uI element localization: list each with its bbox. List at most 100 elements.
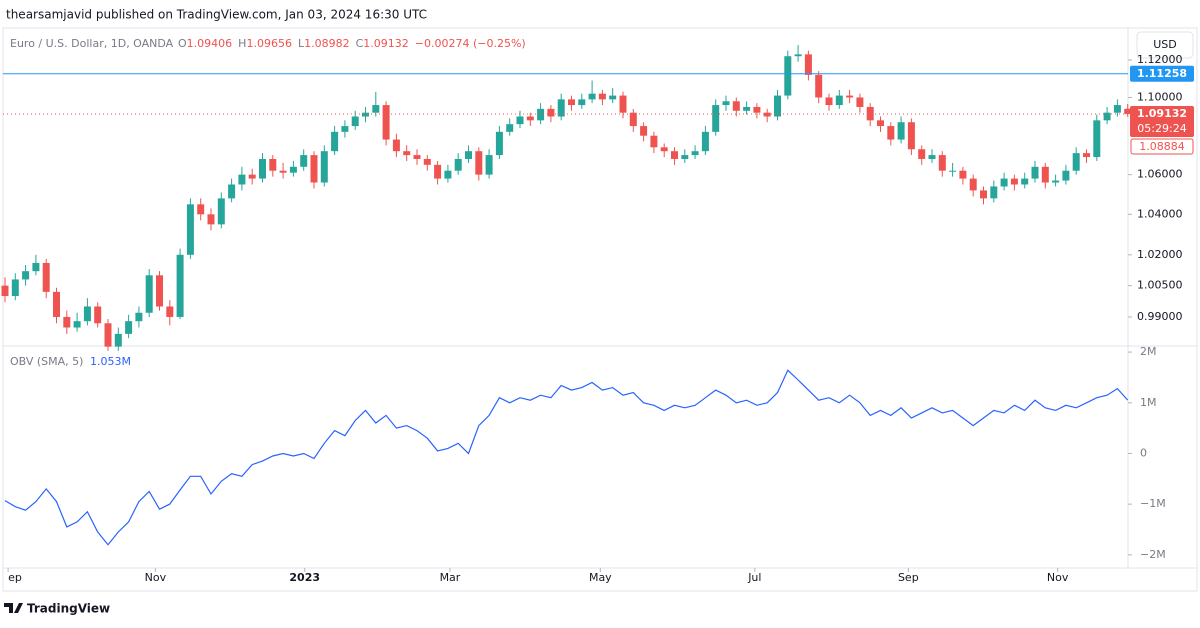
obv-tick-label: −1M [1140,497,1166,510]
candle-body [485,155,493,175]
candle-body [176,254,184,317]
candle-body [660,147,668,152]
y-tick-label: 1.06000 [1137,168,1183,181]
candle-body [341,126,349,132]
price-label: 1.09132 [1137,107,1187,120]
marker-label: 1.08884 [1139,140,1185,153]
candle-body [537,108,545,121]
candle-body [423,158,431,165]
candle-body [547,108,555,117]
ohlc-letter: O [178,37,187,50]
ohlc-value: 1.08982 [304,37,350,50]
brand-name: TradingView [27,602,110,616]
legend: Euro / U.S. Dollar, 1D, OANDA O 1.09406 H 1… [10,37,526,50]
x-tick-label: Nov [1047,571,1069,584]
candle-body [1,285,9,297]
candle-body [877,120,884,127]
candle-body [619,95,627,113]
candle-body [413,155,421,159]
y-tick-label: 1.02000 [1137,248,1183,261]
candle-body [928,155,936,159]
candle-body [1041,166,1049,183]
candle-body [1124,108,1132,114]
ohlc-letter: H [238,37,246,50]
change-value: −0.00274 (−0.25%) [415,37,526,50]
candle-body [454,158,462,171]
candle-body [382,105,390,140]
candle-body [568,99,575,106]
currency-label: USD [1153,38,1177,51]
price-label-bg [1130,105,1194,137]
x-tick-label: Sep [898,571,919,584]
candle-body [269,158,277,171]
candle-body [588,93,596,100]
candle-body [856,97,864,107]
candle-body [1083,153,1090,158]
candle-body [73,321,81,328]
x-tick-label: May [589,571,612,584]
candle-body [918,149,926,159]
candle-body [774,95,781,117]
candle-body [1062,170,1070,181]
candle-body [238,174,246,185]
candle-body [11,279,19,297]
candle-body [94,306,102,324]
currency-button[interactable] [1136,31,1194,59]
candle-body [217,198,225,225]
obv-tick-label: 0 [1140,446,1147,459]
candle-body [835,95,843,106]
candle-body [1103,112,1111,121]
candle-body [691,151,699,156]
candle-body [712,105,720,132]
candle-body [578,99,586,106]
candle-body [804,54,812,75]
candle-body [63,316,71,328]
hline-label-bg [1130,65,1194,82]
candle-body [279,170,287,173]
candle-body [753,106,761,113]
candle-body [650,135,658,148]
candle-body [248,174,256,179]
obv-tick-label: 1M [1140,396,1157,409]
candle-body [938,155,946,171]
candle-body [526,116,534,121]
candle-body [1000,178,1008,187]
y-tick-label: 0.99000 [1137,310,1183,323]
candle-body [743,106,751,111]
y-tick-label: 1.04000 [1137,207,1183,220]
candle-body [83,306,91,322]
candle-body [444,170,452,179]
candle-body [516,116,524,125]
chart-frame [2,27,1198,592]
candle-body [495,131,503,156]
candle-body [815,74,823,98]
candle-body [114,333,122,347]
obv-tick-label: 2M [1140,345,1157,358]
candle-body [1072,153,1080,171]
candle-body [42,262,50,292]
hline-label: 1.11258 [1137,67,1187,80]
candle-body [125,321,133,334]
candle-body [403,151,411,156]
candle-body [990,186,998,199]
x-tick-label: Jul [747,571,761,584]
obv-last-value: 1.053M [90,355,131,368]
candle-body [166,306,174,317]
ohlc-letter: L [298,37,305,50]
candle-body [434,164,442,179]
candle-body [197,204,205,215]
candle-body [465,151,472,159]
candle-body [681,155,689,159]
x-tick-label: 2023 [289,571,320,584]
candle-body [825,97,833,106]
candle-body [135,312,143,322]
candle-body [701,131,709,152]
obv-name: OBV (SMA, 5) [10,355,83,368]
candle-body [22,271,30,280]
candle-body [609,95,617,100]
candle-body [598,93,606,100]
candle-body [104,323,112,347]
candle-body [32,262,40,272]
